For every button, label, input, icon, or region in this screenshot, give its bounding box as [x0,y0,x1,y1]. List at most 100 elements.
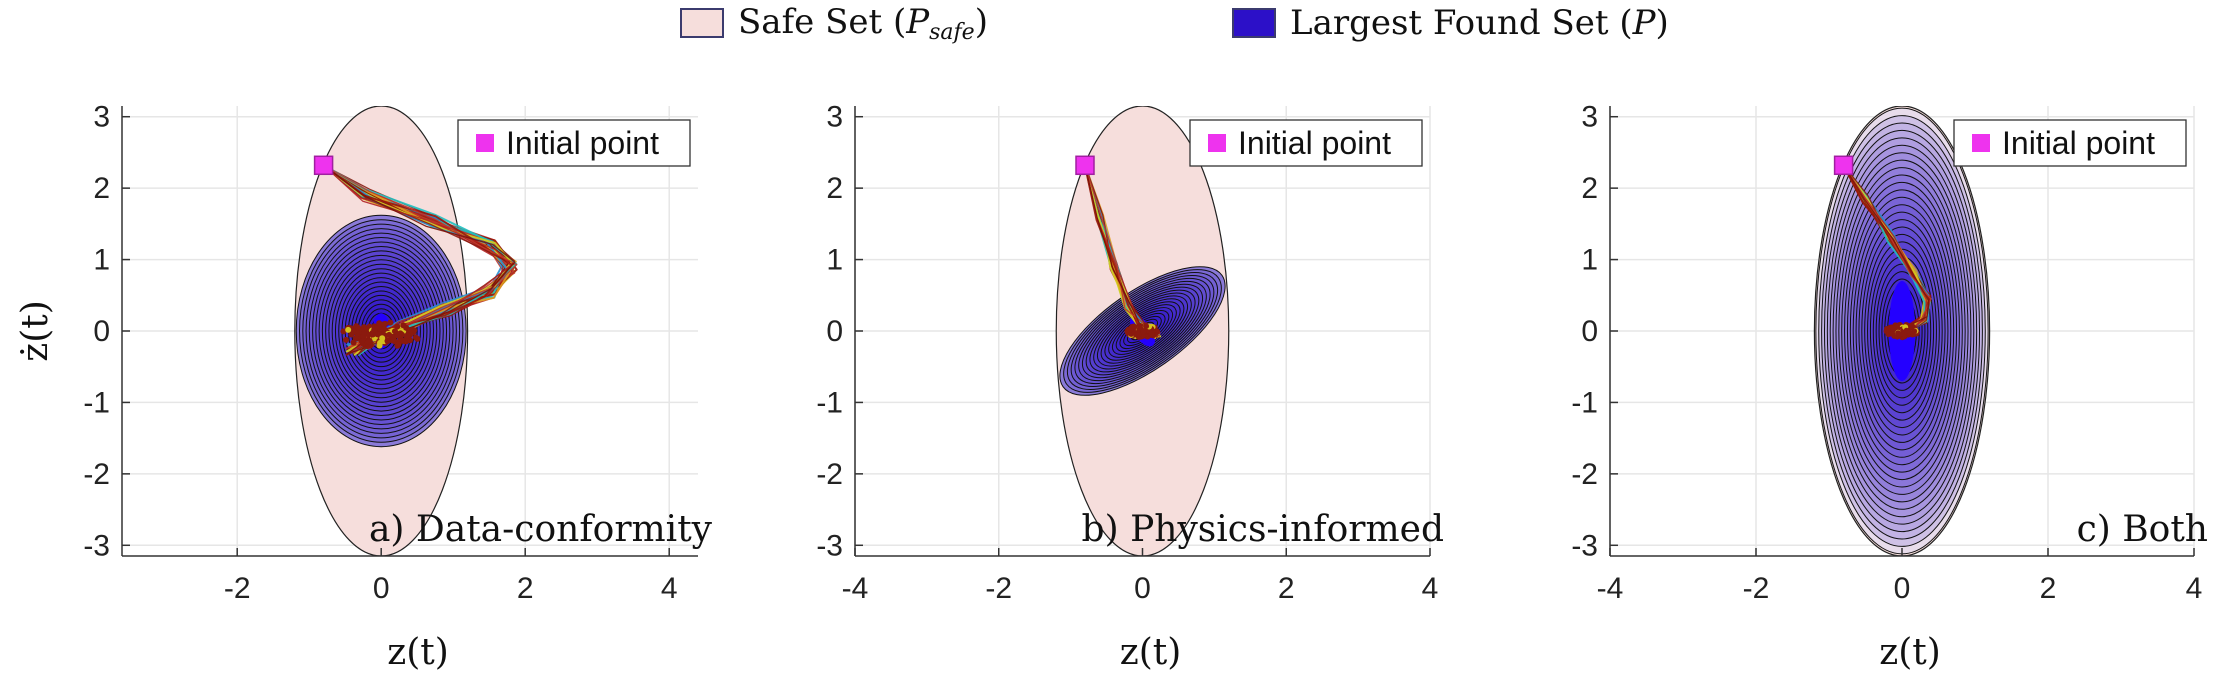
safe-set-symbol: P [906,1,930,42]
x-axis-label: z(t) [1120,632,1182,673]
trajectory-line [323,164,516,355]
trajectory-cluster-point [350,339,357,346]
trajectory-cluster-point [369,331,376,338]
panel-legend-marker [476,134,494,152]
panel-label: c) Both [2077,509,2208,550]
x-tick-label: -2 [985,572,1012,605]
trajectory-cluster-point [414,335,421,342]
found-set-symbol: P [1632,3,1656,43]
trajectory-cluster-point [343,336,350,343]
trajectory-cluster-point [1140,328,1147,335]
y-tick-label: -1 [816,386,843,419]
trajectory-cluster-point [1884,326,1891,333]
chart-legend: Safe Set (Psafe) Largest Found Set (P) [0,0,2226,60]
trajectory-cluster-point [361,330,368,337]
x-tick-label: -2 [224,572,251,605]
trajectory-cluster-point [1148,330,1155,337]
trajectory-cluster-point [345,326,352,333]
y-tick-label: -2 [83,458,110,491]
x-tick-label: 2 [1278,572,1295,605]
trajectory-cluster-point [400,322,407,329]
trajectory-cluster-point [386,331,393,338]
y-axis-label: ż(t) [15,300,56,362]
trajectory-cluster-point [350,328,357,335]
trajectory-cluster-point [371,326,378,333]
panel-legend-text: Initial point [1238,125,1391,161]
x-tick-label: -4 [1597,572,1624,605]
initial-point-marker [313,155,334,176]
y-tick-label: 3 [826,101,843,134]
x-tick-label: 4 [2186,572,2203,605]
x-axis-label: z(t) [387,632,449,673]
y-tick-label: 0 [93,315,110,348]
y-tick-label: 0 [826,315,843,348]
trajectory-cluster-point [389,337,396,344]
x-tick-label: 0 [373,572,390,605]
trajectory-cluster-point [394,323,401,330]
panel-legend-box [457,119,691,167]
panel-legend-text: Initial point [506,125,659,161]
y-tick-label: -2 [816,458,843,491]
chart-panel-1: -2 0 2 4 -3 -2 -1 0 1 2 3 z(t) ż(t) a) Data-conformit… [15,101,713,673]
panel-legend-box [1953,119,2187,167]
legend-safe-set: Safe Set (Psafe) [680,2,988,45]
y-tick-label: 2 [1581,172,1598,205]
x-tick-label: 4 [1422,572,1439,605]
trajectory-cluster-point [355,324,362,331]
chart-panel-2: -4 -2 0 2 4 -3 -2 -1 0 1 2 3 z(t) b) Physics-informed… [816,101,1444,673]
y-tick-label: -1 [1571,386,1598,419]
y-tick-label: -2 [1571,458,1598,491]
y-tick-label: 3 [1581,101,1598,134]
x-tick-label: -4 [842,572,869,605]
x-axis-label: z(t) [1879,632,1941,673]
trajectory-cluster-point [395,341,402,348]
y-tick-label: -3 [83,529,110,562]
y-tick-label: 3 [93,101,110,134]
trajectory-cluster-point [384,338,391,345]
found-set-swatch [1232,8,1276,38]
trajectory-cluster-point [1130,323,1137,330]
initial-point-marker [1833,155,1854,176]
initial-point-marker [1075,155,1095,176]
trajectory-cluster-point [391,328,398,335]
x-tick-label: 2 [2040,572,2057,605]
x-tick-label: 0 [1894,572,1911,605]
trajectory-cluster-point [1132,330,1139,337]
x-tick-label: 2 [517,572,534,605]
trajectory-cluster-point [1125,328,1132,335]
y-tick-label: 1 [826,244,843,277]
safe-set-swatch [680,8,724,38]
trajectory-cluster-point [377,339,384,346]
plot-area [1055,106,1230,556]
y-tick-label: -3 [816,529,843,562]
x-tick-label: 0 [1134,572,1151,605]
found-set-label: Largest Found Set [1290,3,1609,43]
y-tick-label: 1 [1581,244,1598,277]
panel-label: b) Physics-informed [1082,509,1444,550]
trajectory-cluster-point [376,320,383,327]
y-tick-label: 2 [826,172,843,205]
trajectory-cluster-point [340,328,347,335]
trajectory-cluster-point [387,319,394,326]
legend-found-set: Largest Found Set (P) [1232,3,1669,43]
y-tick-label: -3 [1571,529,1598,562]
panel-label: a) Data-conformity [369,509,713,550]
trajectory-cluster-point [404,332,411,339]
safe-set-label: Safe Set [738,1,883,42]
safe-set-subscript: safe [929,19,975,45]
trajectory-cluster-point [381,321,388,328]
y-tick-label: 0 [1581,315,1598,348]
panel-legend-marker [1972,134,1990,152]
trajectory-cluster-point [1896,331,1903,338]
trajectory-cluster-point [1143,323,1150,330]
trajectory-cluster-point [379,335,386,342]
chart-panel-3: -4 -2 0 2 4 -3 -2 -1 0 1 2 3 z(t) c) Both Initial poin… [1571,101,2208,673]
x-tick-label: 4 [661,572,678,605]
trajectory-cluster-point [365,338,372,345]
panel-legend-marker [1208,134,1226,152]
trajectory-cluster-point [395,332,402,339]
x-tick-label: -2 [1743,572,1770,605]
trajectory-cluster-point [408,327,415,334]
y-tick-label: 1 [93,244,110,277]
